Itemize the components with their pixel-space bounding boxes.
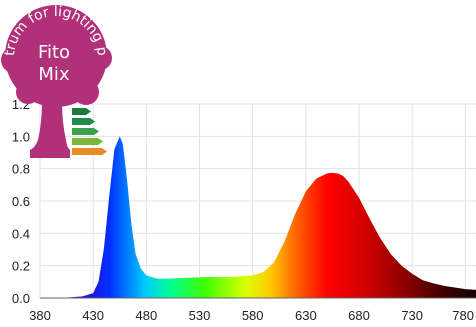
x-tick-label: 580 [242,308,264,323]
x-tick-label: 730 [401,308,423,323]
y-tick-label: 0.4 [12,226,30,241]
logo-tree-bump-4 [73,79,99,105]
y-tick-label: 0.0 [12,291,30,306]
logo-energy-bar [72,118,95,125]
y-tick-label: 1.0 [12,129,30,144]
x-tick-label: 780 [452,308,474,323]
logo-fito-text: Fito [38,42,70,63]
logo-energy-bar [72,148,107,155]
logo-tree-bump-1 [1,47,27,73]
x-tick-label: 630 [295,308,317,323]
logo-tree-bump-2 [88,46,112,70]
logo-energy-bar [72,138,103,145]
logo-tree-bump-3 [16,80,40,104]
spectrum-area [40,136,476,298]
y-tick-labels: 0.00.20.40.60.81.01.2 [12,97,30,306]
logo-mix-text: Mix [38,64,70,85]
x-tick-label: 430 [82,308,104,323]
logo-energy-bar [72,108,91,115]
x-tick-label: 480 [135,308,157,323]
logo-energy-bar [72,128,99,135]
x-tick-label: 530 [189,308,211,323]
x-tick-label: 380 [29,308,51,323]
x-tick-label: 680 [348,308,370,323]
y-tick-label: 0.2 [12,259,30,274]
y-tick-label: 0.6 [12,194,30,209]
y-tick-label: 0.8 [12,162,30,177]
logo-energy-bars [72,108,107,155]
x-tick-labels: 380 430 480 530 580 630 680 730 780 [29,308,474,323]
